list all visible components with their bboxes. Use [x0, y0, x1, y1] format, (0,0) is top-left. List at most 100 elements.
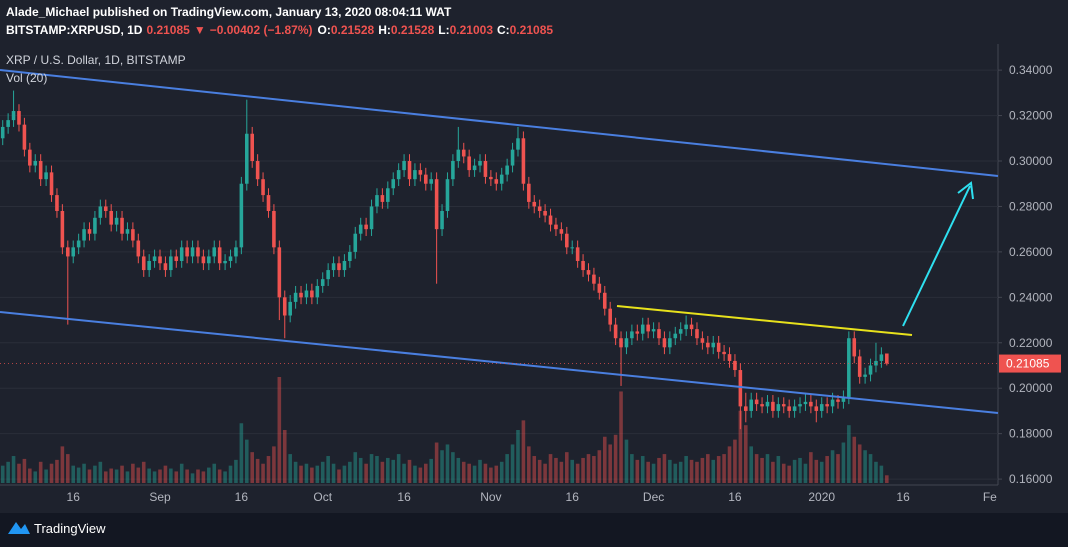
candle-body — [6, 120, 10, 127]
candle-body — [33, 161, 38, 166]
high-value: 0.21528 — [391, 23, 435, 37]
volume-bar — [228, 465, 233, 483]
candle-body — [331, 263, 336, 271]
candle-body — [326, 270, 330, 280]
volume-bar — [234, 459, 238, 483]
volume-bar — [391, 459, 396, 483]
close-label: C: — [497, 23, 510, 37]
candle-body — [228, 256, 233, 261]
x-tick-label: 2020 — [808, 490, 835, 504]
volume-bar — [619, 391, 623, 483]
volume-bar — [87, 469, 92, 483]
volume-bar — [55, 459, 59, 483]
candle-body — [847, 338, 851, 398]
volume-bar — [537, 459, 542, 483]
volume-bar — [348, 461, 352, 483]
grid — [0, 69, 998, 480]
candle-body — [28, 149, 32, 166]
volume-bar — [380, 461, 385, 483]
candle-body — [207, 256, 211, 264]
candle-body — [369, 206, 374, 230]
candle-body — [114, 217, 119, 225]
candle-body — [212, 247, 217, 257]
volume-bar — [282, 430, 287, 483]
volume-bar — [554, 457, 558, 483]
candle-body — [76, 240, 81, 248]
candle-body — [131, 229, 135, 241]
candle-body — [651, 329, 656, 332]
publisher-line: Alade_Michael published on TradingView.c… — [6, 5, 452, 19]
volume-bar — [765, 454, 770, 483]
last-price-label: 0.21085 — [1006, 357, 1050, 371]
candle-body — [358, 224, 363, 234]
volume-bar — [103, 471, 108, 483]
candle-body — [402, 161, 406, 171]
channel-upper — [0, 69, 999, 177]
volume-bar — [499, 461, 504, 483]
candle-body — [49, 172, 54, 196]
candle-body — [277, 247, 282, 298]
volume-bar — [825, 456, 829, 483]
candle-body — [765, 401, 770, 407]
volume-bar — [331, 463, 336, 483]
volume-bar — [337, 469, 341, 483]
candle-body — [592, 274, 596, 284]
direction: ▼ — [194, 23, 206, 37]
volume-bar — [239, 423, 244, 483]
candle-body — [662, 338, 667, 348]
candle-body — [179, 247, 184, 261]
volume-bar — [857, 444, 862, 483]
volume-bar — [456, 457, 461, 483]
resistance-line — [616, 305, 913, 336]
volume-bar — [743, 425, 748, 483]
candle-body — [700, 338, 705, 343]
volume-bar — [613, 434, 618, 483]
candle-body — [109, 210, 113, 225]
volume-bar — [841, 442, 846, 483]
candle-body — [841, 397, 846, 402]
candle-body — [733, 360, 737, 371]
x-tick-label: 16 — [896, 490, 910, 504]
volume-bar — [657, 457, 661, 483]
candle-body — [38, 161, 43, 180]
volume-bar — [510, 444, 515, 483]
candle-body — [255, 161, 260, 180]
volume-bar — [624, 439, 629, 483]
volume-bar — [543, 463, 547, 483]
candle-body — [532, 201, 537, 207]
candle-body — [478, 161, 482, 166]
candle-body — [689, 324, 694, 330]
candle-body — [559, 229, 564, 234]
chart-title: XRP / U.S. Dollar, 1D, BITSTAMP — [6, 53, 186, 67]
volume-bar — [169, 468, 173, 483]
volume-bar — [44, 469, 48, 483]
candle-body — [743, 406, 748, 411]
volume-bar — [17, 463, 21, 483]
volume-bar — [201, 471, 206, 483]
volume-bar — [863, 450, 867, 483]
candle-body — [87, 229, 92, 234]
candle-body — [527, 183, 531, 202]
x-tick-label: 16 — [67, 490, 81, 504]
y-tick-label: 0.24000 — [1009, 290, 1053, 304]
candle-body — [239, 183, 244, 248]
candle-body — [185, 247, 189, 257]
volume-bar — [516, 430, 520, 483]
volume-bar — [288, 454, 292, 483]
candle-body — [348, 251, 352, 261]
volume-bar — [396, 454, 401, 483]
volume-bar — [369, 454, 374, 483]
x-tick-label: 16 — [235, 490, 249, 504]
candle-body — [548, 215, 553, 225]
volume-bar — [602, 436, 607, 483]
candle-body — [814, 406, 819, 411]
volume-bar — [505, 454, 509, 483]
candle-body — [597, 283, 602, 293]
candle-body — [440, 210, 444, 230]
candle-body — [706, 342, 710, 348]
volume-bar — [527, 446, 531, 483]
volume-bar — [440, 450, 444, 483]
candle-body — [646, 324, 650, 332]
y-tick-label: 0.32000 — [1009, 109, 1053, 123]
volume-bar — [266, 456, 271, 483]
